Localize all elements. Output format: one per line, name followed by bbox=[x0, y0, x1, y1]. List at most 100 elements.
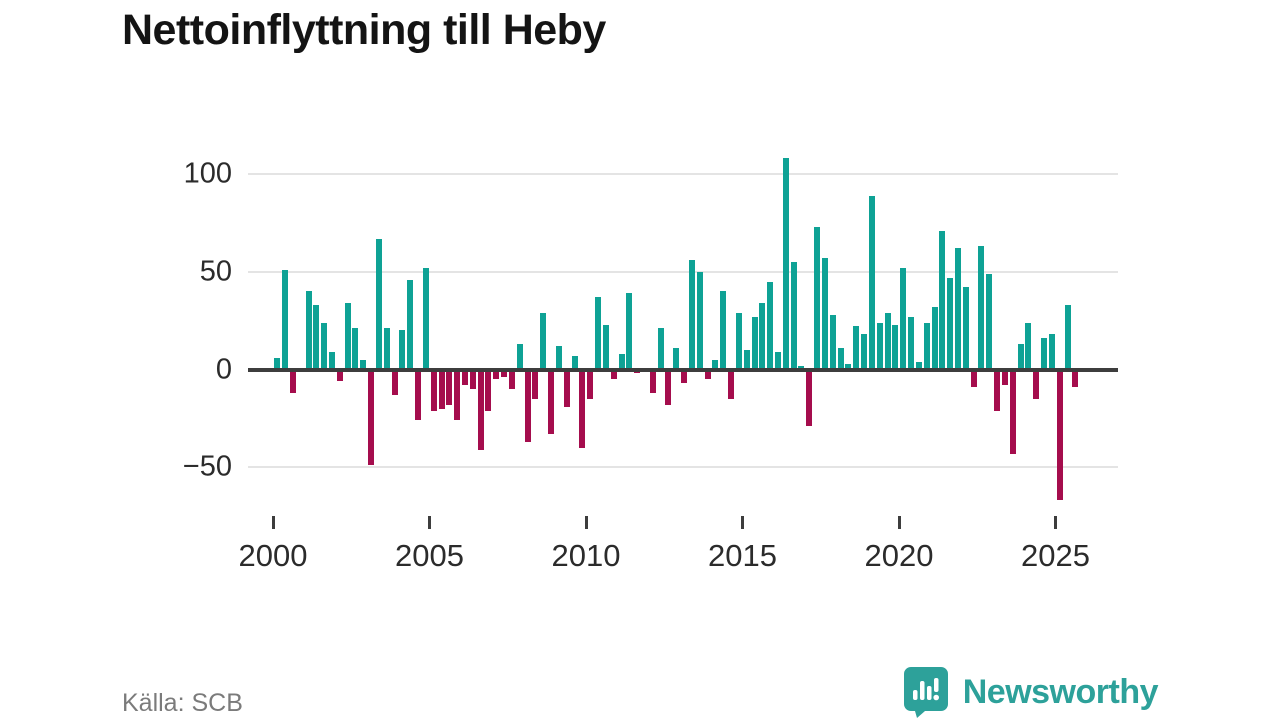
gridline-y--50 bbox=[248, 466, 1118, 469]
bar-quarter-91 bbox=[986, 273, 993, 370]
bar-quarter-71 bbox=[829, 314, 836, 370]
bar-quarter-9 bbox=[344, 303, 351, 370]
bar-quarter-89 bbox=[970, 369, 977, 388]
x-axis-tick-label: 2000 bbox=[238, 538, 308, 573]
bar-quarter-93 bbox=[1001, 369, 1008, 386]
bar-quarter-62 bbox=[759, 303, 766, 370]
bar-quarter-30 bbox=[508, 369, 515, 390]
bar-quarter-48 bbox=[649, 369, 656, 393]
bar-quarter-54 bbox=[696, 271, 703, 370]
bar-quarter-76 bbox=[868, 195, 875, 370]
bar-quarter-39 bbox=[579, 369, 586, 448]
bar-quarter-6 bbox=[321, 322, 328, 370]
bar-quarter-16 bbox=[399, 330, 406, 370]
bar-quarter-102 bbox=[1072, 369, 1079, 388]
bar-quarter-81 bbox=[908, 316, 915, 370]
y-axis-tick-label: 100 bbox=[183, 157, 232, 190]
bar-quarter-70 bbox=[821, 258, 828, 370]
bar-quarter-78 bbox=[884, 312, 891, 370]
bar-quarter-68 bbox=[806, 369, 813, 427]
bar-quarter-94 bbox=[1009, 369, 1016, 454]
bar-quarter-56 bbox=[712, 359, 719, 370]
bar-quarter-69 bbox=[814, 226, 821, 370]
bar-quarter-63 bbox=[767, 281, 774, 370]
x-axis-tick-label: 2005 bbox=[395, 538, 464, 573]
bar-quarter-74 bbox=[853, 326, 860, 370]
bar-quarter-17 bbox=[407, 279, 414, 370]
bar-quarter-77 bbox=[876, 322, 883, 370]
bar-quarter-37 bbox=[563, 369, 570, 407]
bar-quarter-92 bbox=[994, 369, 1001, 411]
bar-quarter-64 bbox=[775, 351, 781, 370]
bar-quarter-75 bbox=[861, 334, 868, 370]
bar-quarter-0 bbox=[274, 357, 281, 370]
bar-quarter-44 bbox=[618, 353, 625, 370]
bar-quarter-84 bbox=[931, 306, 938, 370]
x-axis-tick-label: 2015 bbox=[708, 538, 777, 573]
bar-quarter-1 bbox=[282, 269, 289, 370]
x-axis-tick-label: 2025 bbox=[1021, 538, 1090, 573]
bar-quarter-12 bbox=[368, 369, 375, 466]
bar-quarter-97 bbox=[1033, 369, 1040, 399]
bar-quarter-73 bbox=[845, 363, 852, 370]
bar-quarter-43 bbox=[610, 369, 617, 380]
bar-quarter-85 bbox=[939, 230, 946, 370]
bar-quarter-52 bbox=[681, 369, 688, 384]
bar-quarter-35 bbox=[548, 369, 555, 434]
bar-quarter-32 bbox=[524, 369, 531, 442]
bar-quarter-98 bbox=[1041, 338, 1048, 370]
bar-quarter-88 bbox=[962, 287, 969, 370]
bar-quarter-21 bbox=[438, 369, 445, 409]
bar-quarter-65 bbox=[782, 158, 789, 370]
bar-quarter-86 bbox=[947, 277, 954, 370]
bar-quarter-51 bbox=[673, 347, 680, 370]
bar-quarter-15 bbox=[391, 369, 398, 395]
bar-quarter-101 bbox=[1064, 304, 1071, 370]
gridline-y-50 bbox=[248, 270, 1118, 273]
x-axis-tick-2000 bbox=[271, 516, 275, 529]
bar-quarter-13 bbox=[375, 238, 382, 370]
bar-quarter-45 bbox=[626, 293, 633, 370]
bar-quarter-99 bbox=[1048, 334, 1055, 370]
newsworthy-wordmark: Newsworthy bbox=[962, 672, 1159, 711]
bar-quarter-2 bbox=[289, 369, 296, 393]
bar-quarter-82 bbox=[915, 361, 922, 370]
bar-quarter-27 bbox=[485, 369, 492, 411]
bar-quarter-49 bbox=[657, 328, 664, 370]
bar-quarter-58 bbox=[728, 369, 735, 399]
newsworthy-branding: Newsworthy bbox=[903, 666, 1159, 718]
bar-quarter-28 bbox=[493, 369, 500, 380]
bar-quarter-20 bbox=[430, 369, 437, 411]
bar-quarter-80 bbox=[900, 267, 907, 370]
bar-quarter-4 bbox=[305, 291, 312, 370]
bar-quarter-26 bbox=[477, 369, 484, 450]
bar-quarter-33 bbox=[532, 369, 539, 399]
bar-quarter-72 bbox=[837, 347, 844, 370]
bar-quarter-87 bbox=[954, 248, 961, 370]
chart-title: Nettoinflyttning till Heby bbox=[122, 6, 606, 54]
bar-quarter-5 bbox=[313, 304, 320, 370]
y-axis-tick-label: 50 bbox=[199, 255, 232, 288]
bar-quarter-60 bbox=[743, 349, 750, 370]
bar-quarter-24 bbox=[462, 369, 468, 386]
bar-quarter-14 bbox=[383, 328, 390, 370]
bar-quarter-8 bbox=[336, 369, 343, 382]
bar-quarter-18 bbox=[415, 369, 422, 421]
bar-quarter-40 bbox=[587, 369, 594, 399]
y-axis-tick-label: 0 bbox=[215, 353, 232, 385]
bar-quarter-96 bbox=[1025, 322, 1032, 370]
bar-quarter-50 bbox=[665, 369, 672, 405]
x-axis-tick-2015 bbox=[741, 516, 744, 529]
bar-quarter-38 bbox=[571, 355, 578, 370]
bar-quarter-100 bbox=[1056, 369, 1063, 501]
bar-quarter-7 bbox=[328, 351, 335, 370]
bar-quarter-53 bbox=[688, 260, 695, 370]
bar-quarter-95 bbox=[1017, 344, 1024, 370]
bar-quarter-59 bbox=[735, 312, 742, 370]
x-axis-tick-2020 bbox=[897, 516, 901, 529]
x-axis-tick-2010 bbox=[584, 516, 588, 529]
bar-quarter-11 bbox=[360, 359, 367, 370]
y-axis-tick-label: −50 bbox=[182, 450, 232, 483]
zero-axis-line bbox=[248, 367, 1118, 372]
